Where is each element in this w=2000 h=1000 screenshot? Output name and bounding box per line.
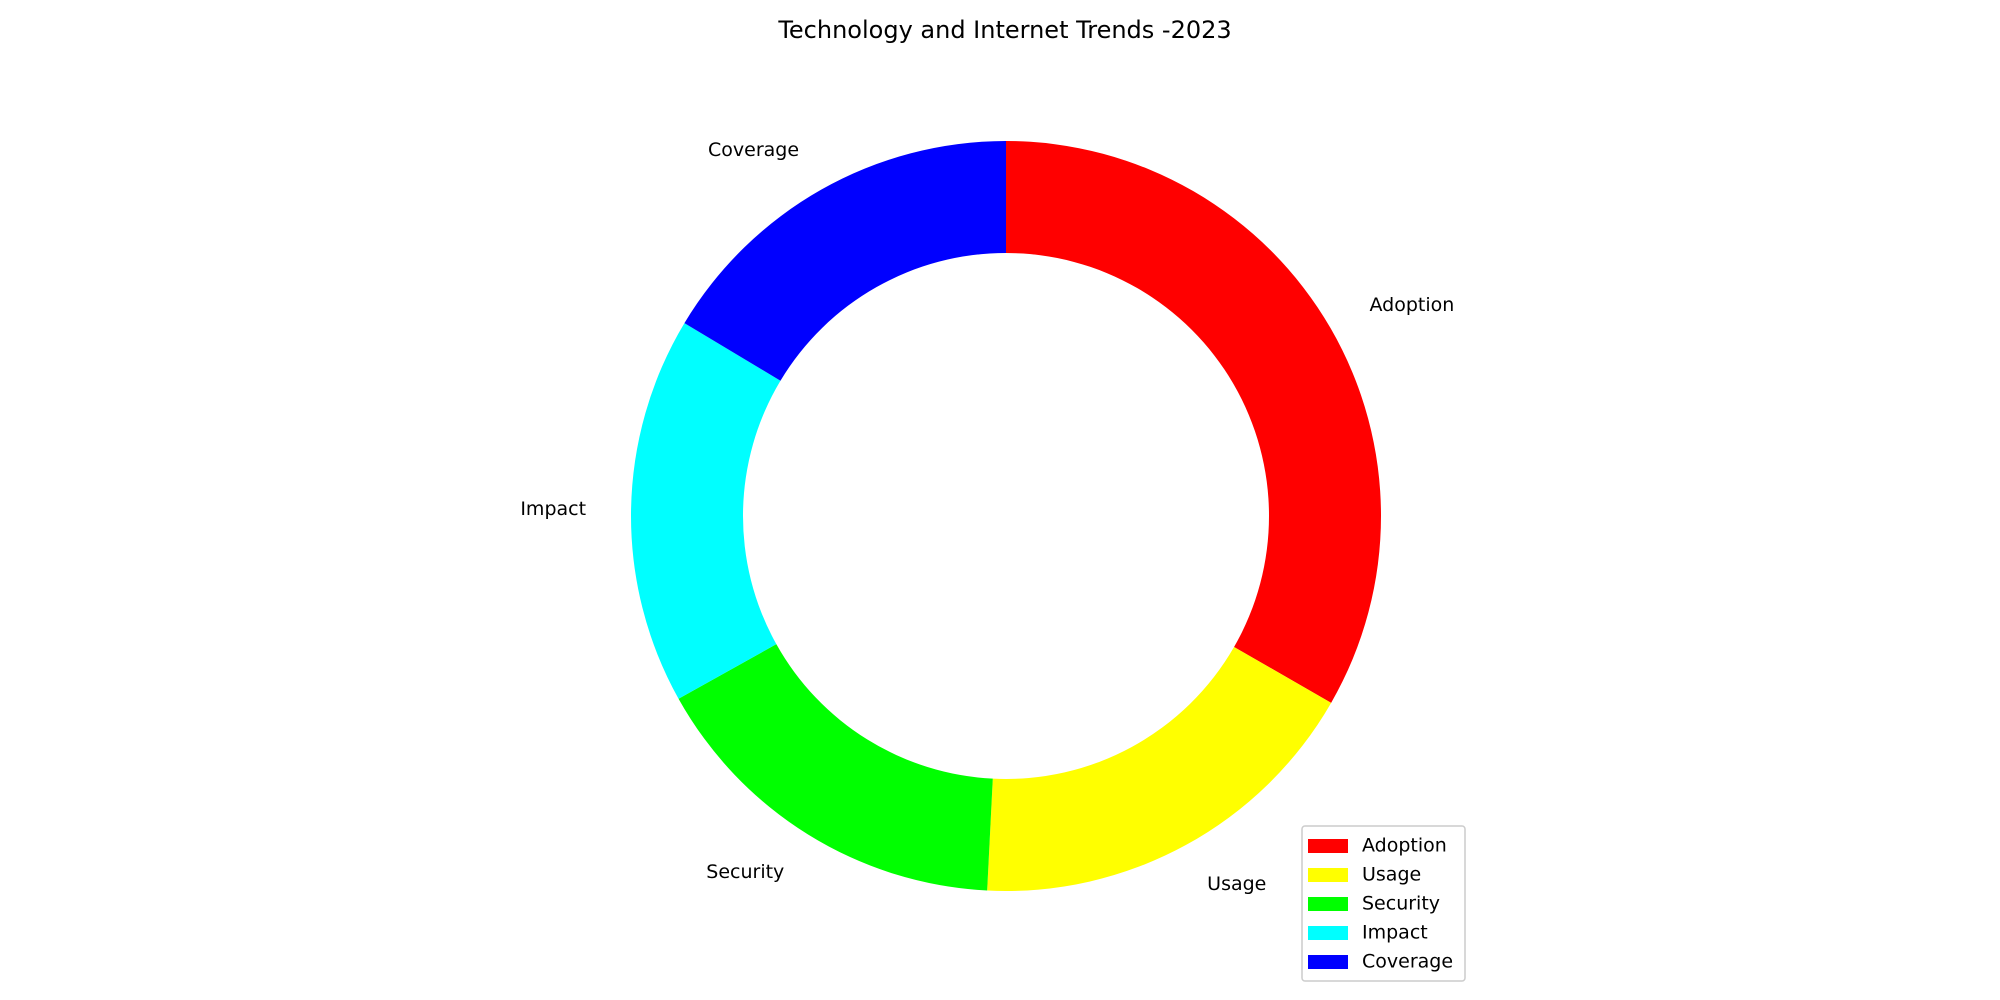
legend-swatch-impact <box>1308 926 1348 940</box>
legend-label-usage: Usage <box>1362 864 1421 886</box>
legend-label-adoption: Adoption <box>1362 835 1447 857</box>
legend-frame <box>1301 825 1466 982</box>
slice-label-usage: Usage <box>1207 873 1266 895</box>
legend-label-impact: Impact <box>1362 922 1428 944</box>
legend-swatch-adoption <box>1308 839 1348 853</box>
legend-label-security: Security <box>1362 893 1440 915</box>
slice-coverage <box>684 141 1006 381</box>
slice-label-security: Security <box>706 861 784 883</box>
slice-label-impact: Impact <box>520 498 586 520</box>
chart-title: Technology and Internet Trends -2023 <box>777 16 1231 44</box>
slice-label-coverage: Coverage <box>708 139 799 161</box>
legend: Adoption Usage Security Impact Coverage <box>1301 825 1466 982</box>
slice-label-adoption: Adoption <box>1370 294 1455 316</box>
legend-swatch-usage <box>1308 868 1348 882</box>
slice-security <box>678 644 993 891</box>
legend-label-coverage: Coverage <box>1362 951 1453 973</box>
donut-slices <box>631 141 1381 891</box>
slice-adoption <box>1006 141 1381 703</box>
slice-labels: Adoption Usage Security Impact Coverage <box>520 139 1454 895</box>
slice-impact <box>631 323 781 699</box>
legend-swatch-coverage <box>1308 955 1348 969</box>
legend-swatch-security <box>1308 897 1348 911</box>
slice-usage <box>987 647 1332 891</box>
